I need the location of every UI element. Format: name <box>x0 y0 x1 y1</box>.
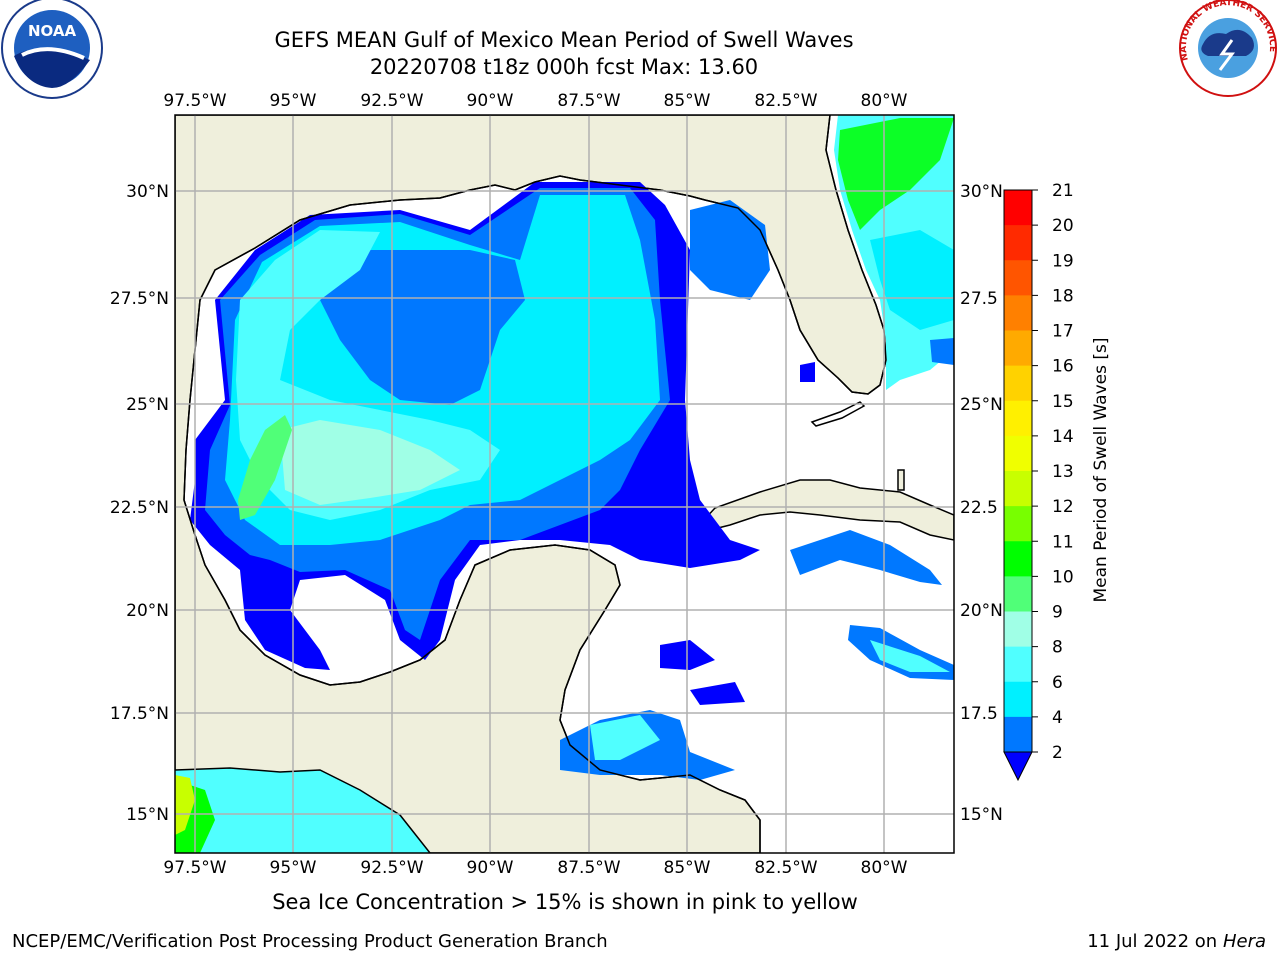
lat-label-left: 20°N <box>126 601 169 621</box>
colorbar-swatch <box>1004 365 1032 402</box>
map-frame <box>174 114 955 854</box>
colorbar-swatch <box>1004 541 1032 577</box>
colorbar-swatch <box>1004 225 1032 261</box>
colorbar-swatch <box>1004 611 1032 648</box>
colorbar-swatch <box>1004 295 1032 331</box>
lon-label-top: 80°W <box>861 91 908 111</box>
colorbar-tick-label: 10 <box>1052 567 1074 587</box>
nws-logo-icon: NATIONAL WEATHER SERVICE <box>1179 0 1277 97</box>
footer-date-text: 11 Jul 2022 on <box>1087 931 1223 952</box>
lon-label-bottom: 97.5°W <box>163 858 226 878</box>
noaa-logo-icon: NOAA <box>1 0 103 99</box>
colorbar-tick-label: 8 <box>1052 638 1063 658</box>
lon-label-top: 92.5°W <box>360 91 423 111</box>
colorbar-swatch <box>1004 330 1032 367</box>
colorbar-tick-label: 17 <box>1052 322 1074 342</box>
colorbar-swatch <box>1004 716 1032 753</box>
lon-label-top: 97.5°W <box>163 91 226 111</box>
lon-label-top: 82.5°W <box>754 91 817 111</box>
lat-label-left: 25°N <box>126 395 169 415</box>
lon-label-bottom: 80°W <box>861 858 908 878</box>
colorbar-swatch <box>1004 435 1032 472</box>
lon-label-top: 95°W <box>270 91 317 111</box>
colorbar-label: Mean Period of Swell Waves [s] <box>1091 338 1111 603</box>
colorbar-swatch <box>1004 260 1032 296</box>
lon-label-bottom: 82.5°W <box>754 858 817 878</box>
lon-labels-top: 97.5°W 95°W 92.5°W 90°W 87.5°W 85°W 82.5… <box>163 91 907 111</box>
footer-host: Hera <box>1222 931 1266 952</box>
colorbar-swatch <box>1004 471 1032 507</box>
lat-label-left: 17.5°N <box>110 704 169 724</box>
colorbar-swatch <box>1004 506 1032 542</box>
lat-label-left: 27.5°N <box>110 289 169 309</box>
colorbar-tick-label: 14 <box>1052 427 1074 447</box>
lat-label-right: 15°N <box>960 805 1003 825</box>
lon-label-top: 87.5°W <box>557 91 620 111</box>
lat-label-right: 25°N <box>960 395 1003 415</box>
lon-label-top: 85°W <box>664 91 711 111</box>
colorbar-tick-label: 16 <box>1052 357 1074 377</box>
pacific-coastline <box>175 767 431 853</box>
colorbar-tick-label: 6 <box>1052 673 1063 693</box>
map-subtitle: 20220708 t18z 000h fcst Max: 13.60 <box>369 55 759 79</box>
lat-label-left: 30°N <box>126 182 169 202</box>
coastline <box>183 115 887 853</box>
footer-credit: NCEP/EMC/Verification Post Processing Pr… <box>12 931 608 952</box>
footer-date: 11 Jul 2022 on Hera <box>1087 931 1266 952</box>
map-plot-area <box>175 115 954 853</box>
colorbar-tick-label: 11 <box>1052 532 1074 552</box>
colorbar-tick-label: 2 <box>1052 743 1063 763</box>
lon-label-top: 90°W <box>467 91 514 111</box>
colorbar-tick-label: 20 <box>1052 216 1074 236</box>
colorbar-tick-label: 18 <box>1052 286 1074 306</box>
lat-label-right: 30°N <box>960 182 1003 202</box>
colorbar: 21 20 19 18 17 16 15 14 13 12 11 10 9 8 6 4 2 <box>1003 181 1074 782</box>
lat-labels-left: 30°N 27.5°N 25°N 22.5°N 20°N 17.5°N 15°N <box>110 182 169 825</box>
colorbar-tick-label: 12 <box>1052 497 1074 517</box>
colorbar-tick-label: 19 <box>1052 251 1074 271</box>
lat-label-right: 22.5 <box>960 498 998 518</box>
lon-label-bottom: 85°W <box>664 858 711 878</box>
colorbar-swatch <box>1004 400 1032 437</box>
lon-labels-bottom: 97.5°W 95°W 92.5°W 90°W 87.5°W 85°W 82.5… <box>163 858 907 878</box>
noaa-logo-text: NOAA <box>28 22 77 40</box>
colorbar-tick-label: 9 <box>1052 603 1063 623</box>
colorbar-swatch <box>1004 190 1032 226</box>
graticule <box>175 115 954 853</box>
swell-period-field <box>175 115 954 853</box>
colorbar-tick-label: 13 <box>1052 462 1074 482</box>
colorbar-swatch <box>1004 646 1032 683</box>
lat-label-left: 15°N <box>126 805 169 825</box>
lon-label-bottom: 90°W <box>467 858 514 878</box>
sea-ice-note: Sea Ice Concentration > 15% is shown in … <box>272 890 858 914</box>
lat-label-left: 22.5°N <box>110 498 169 518</box>
lat-label-right: 20°N <box>960 601 1003 621</box>
colorbar-swatch <box>1004 576 1032 612</box>
lat-label-right: 17.5 <box>960 704 998 724</box>
colorbar-tick-label: 21 <box>1052 181 1074 201</box>
colorbar-swatch <box>1004 681 1032 718</box>
map-title: GEFS MEAN Gulf of Mexico Mean Period of … <box>274 28 854 52</box>
lon-label-bottom: 95°W <box>270 858 317 878</box>
colorbar-tick-label: 4 <box>1052 708 1063 728</box>
lat-label-right: 27.5 <box>960 289 998 309</box>
lon-label-bottom: 92.5°W <box>360 858 423 878</box>
colorbar-extend-arrow <box>1003 751 1033 782</box>
lat-labels-right: 30°N 27.5 25°N 22.5 20°N 17.5 15°N <box>960 182 1003 825</box>
colorbar-tick-label: 15 <box>1052 392 1074 412</box>
lon-label-bottom: 87.5°W <box>557 858 620 878</box>
